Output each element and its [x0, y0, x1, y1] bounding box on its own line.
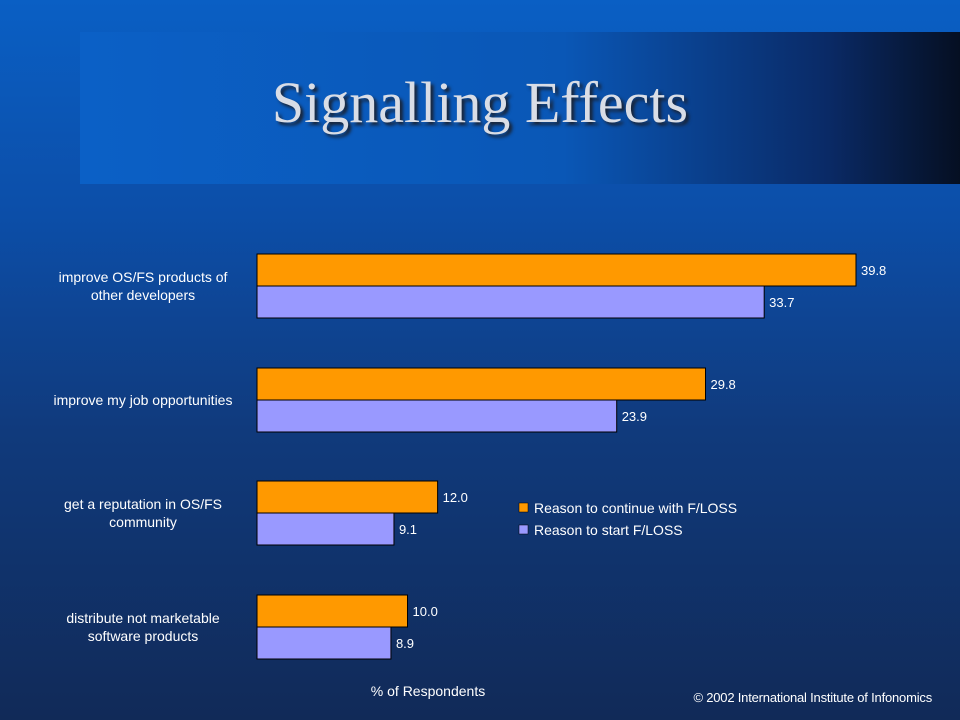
value-label-start-1: 23.9 [622, 409, 647, 424]
value-labels-group: 39.8 29.8 12.0 10.0 33.7 23.9 9.1 8.9 [396, 263, 886, 651]
legend-label-continue: Reason to continue with F/LOSS [534, 500, 737, 516]
bar-continue-1 [256, 367, 706, 401]
value-label-continue-1: 29.8 [710, 377, 735, 392]
category-label-3-line-0: distribute not marketable [66, 610, 220, 626]
bar-continue-2 [256, 480, 439, 514]
category-label-0-line-0: improve OS/FS products of [59, 269, 228, 285]
bar-continue-3 [256, 594, 408, 628]
legend-swatch-continue [518, 502, 529, 513]
legend-swatch-start [518, 524, 529, 535]
category-labels-group: improve OS/FS products of other developer… [54, 269, 233, 644]
category-label-0-line-1: other developers [91, 287, 195, 303]
category-label-3-line-1: software products [88, 628, 199, 644]
copyright-notice: © 2002 International Institute of Infono… [693, 690, 932, 705]
category-label-2-line-0: get a reputation in OS/FS [64, 496, 222, 512]
value-label-start-0: 33.7 [769, 295, 794, 310]
bar-continue-0 [256, 253, 857, 287]
value-label-continue-2: 12.0 [443, 490, 468, 505]
value-label-continue-0: 39.8 [861, 263, 886, 278]
value-label-continue-3: 10.0 [413, 604, 438, 619]
bar-start-2 [256, 512, 395, 546]
bar-start-1 [256, 399, 618, 433]
bar-start-0 [256, 285, 765, 319]
legend-label-start: Reason to start F/LOSS [534, 522, 683, 538]
x-axis-label: % of Respondents [371, 683, 485, 699]
title-band [80, 32, 960, 184]
bars-group [256, 253, 857, 660]
category-label-2-line-1: community [109, 514, 177, 530]
legend: Reason to continue with F/LOSS Reason to… [518, 500, 737, 538]
category-label-1-line-0: improve my job opportunities [54, 392, 233, 408]
bar-start-3 [256, 626, 392, 660]
value-label-start-2: 9.1 [399, 522, 417, 537]
slide-title: Signalling Effects [271, 70, 689, 135]
value-label-start-3: 8.9 [396, 636, 414, 651]
